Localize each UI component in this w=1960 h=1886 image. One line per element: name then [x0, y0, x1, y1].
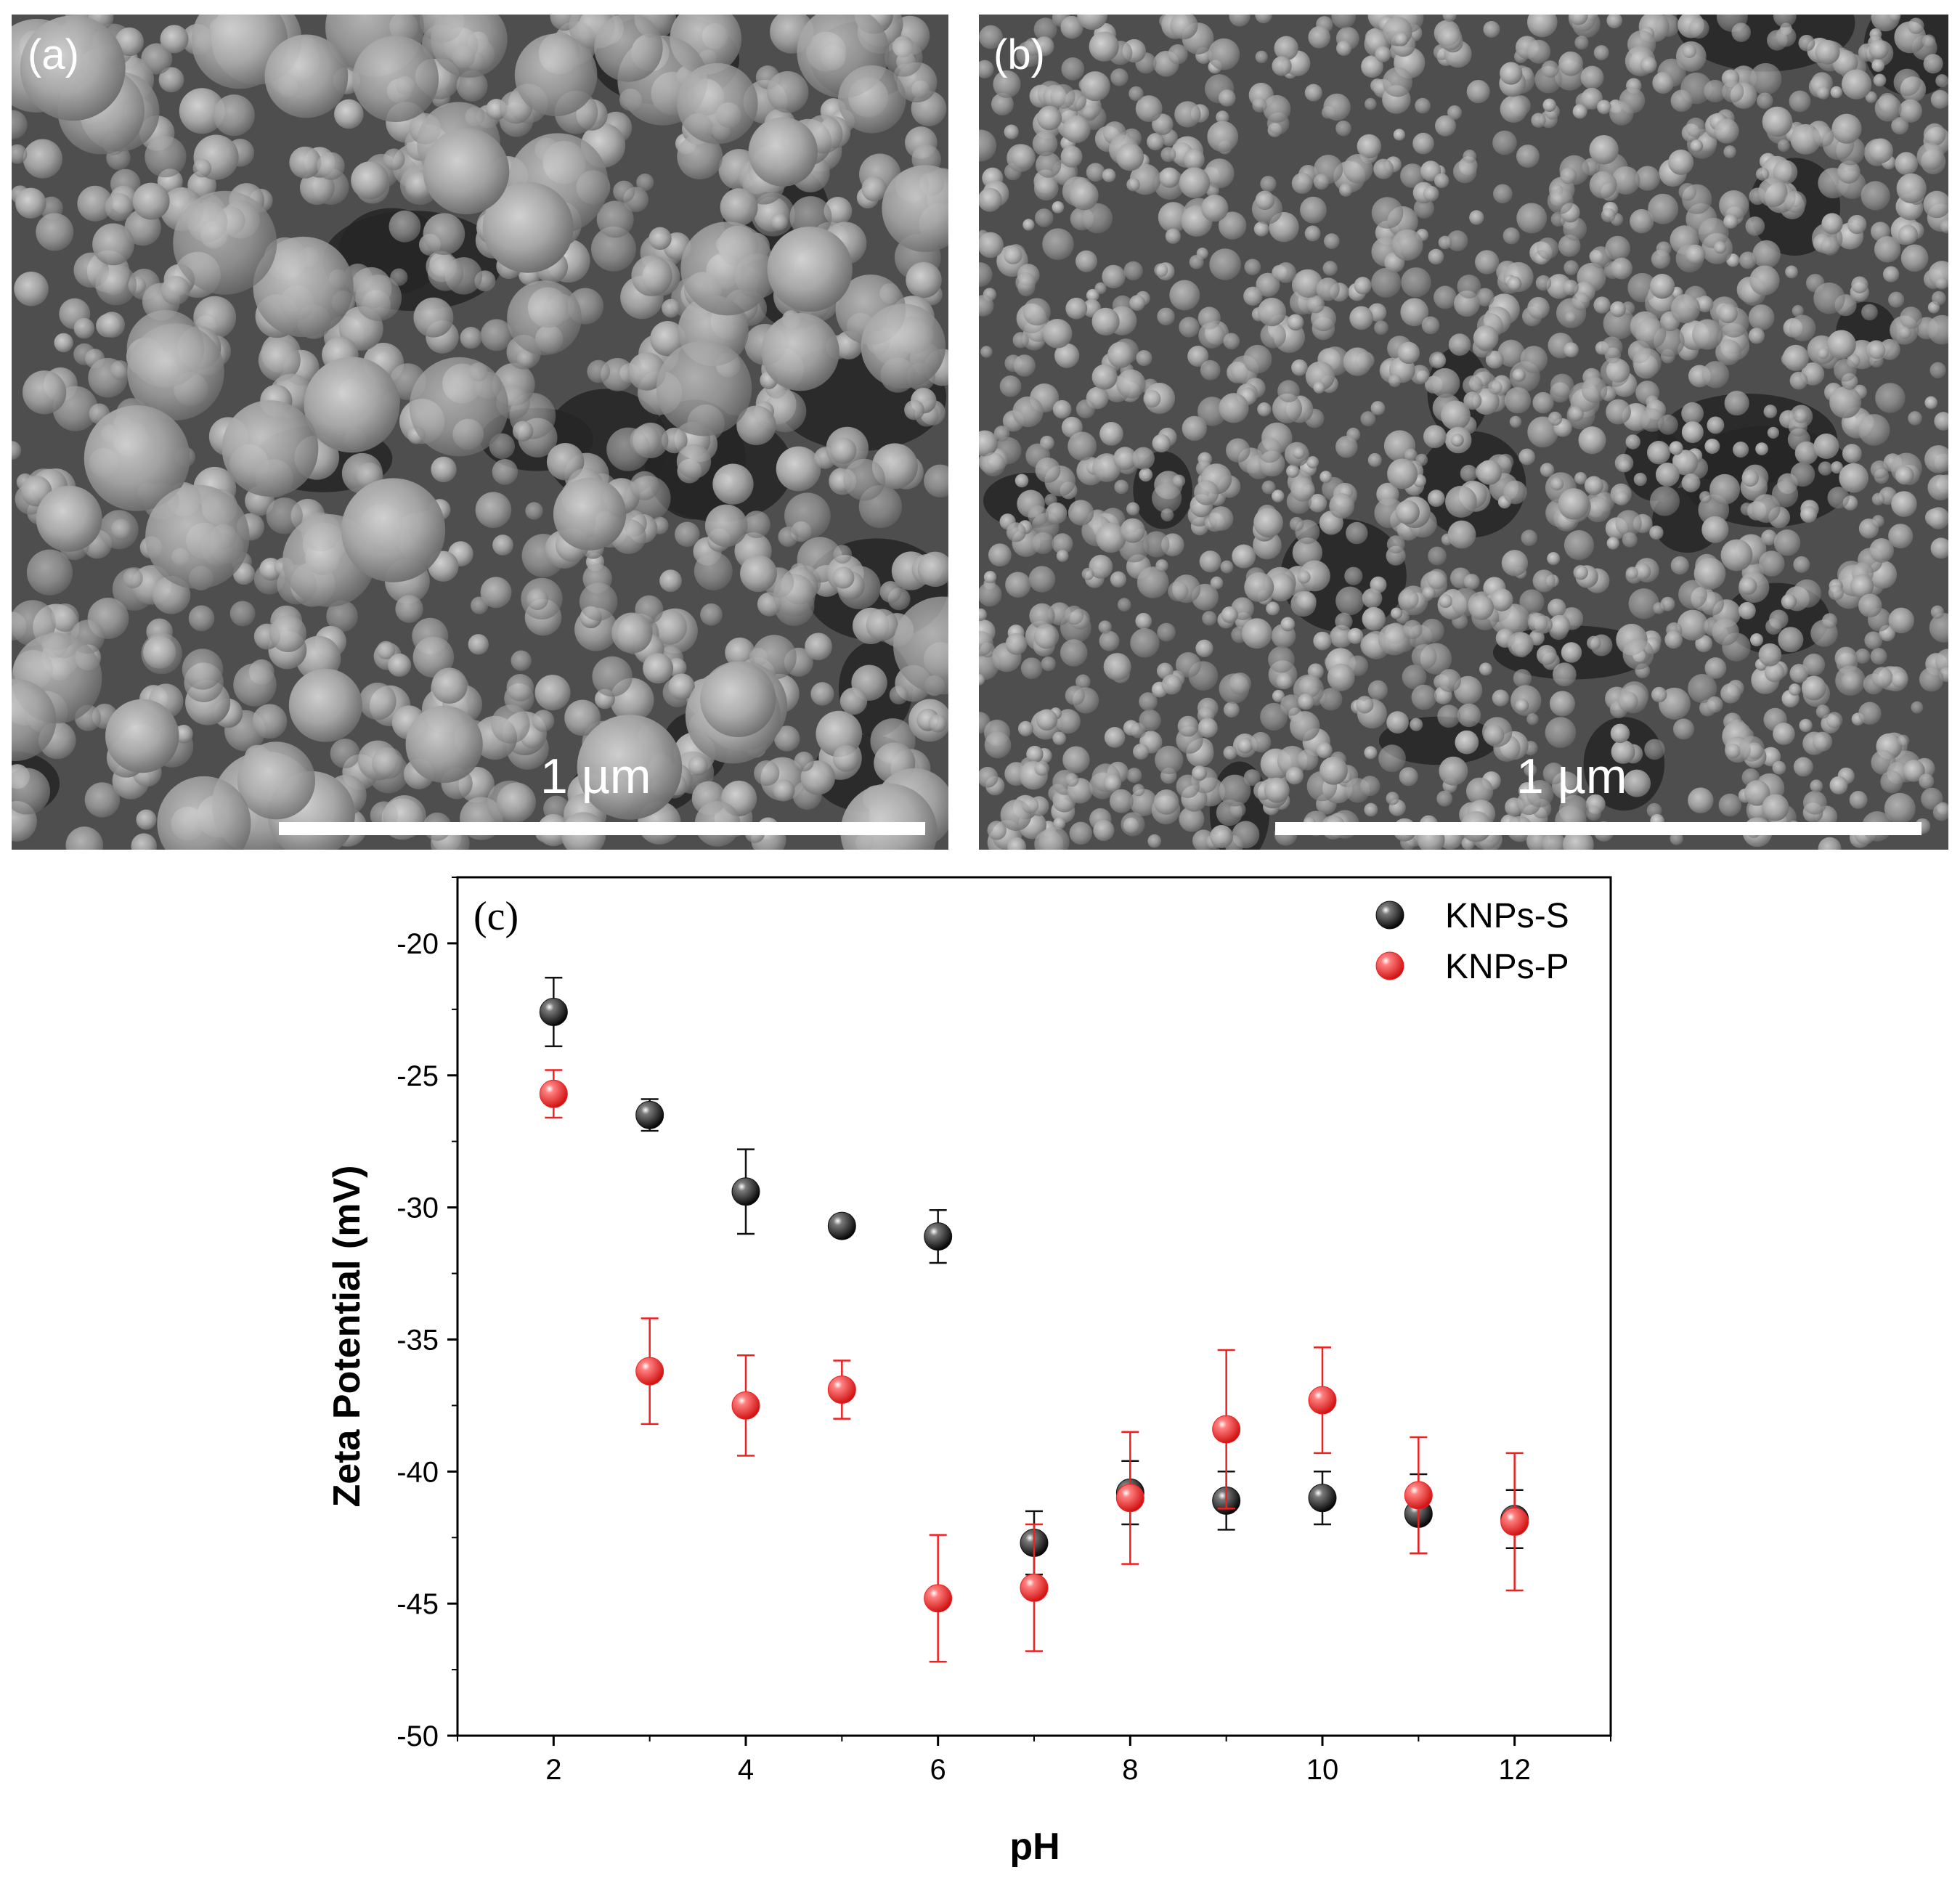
scale-bar-label-a: 1 µm: [540, 749, 651, 804]
x-tick-label: 4: [738, 1754, 754, 1786]
panel-label-b: (b): [993, 31, 1045, 78]
sem-image-a: (a) 1 µm: [12, 15, 948, 850]
y-tick-label: -35: [397, 1324, 439, 1356]
y-tick-label: -30: [397, 1192, 439, 1224]
legend-item: KNPs-P: [1375, 948, 1569, 986]
data-marks: [539, 976, 1529, 1663]
y-tick-label: -50: [397, 1720, 439, 1752]
legend-marker: [1375, 901, 1404, 930]
data-point: [827, 1375, 856, 1405]
scale-bar-label-b: 1 µm: [1516, 749, 1627, 804]
data-point: [924, 1222, 953, 1251]
y-axis-ticks: -50 -45 -40 -35 -30 -25 -20: [397, 877, 458, 1752]
series-KNPs-P: [539, 1069, 1529, 1663]
data-point: [539, 1079, 568, 1108]
x-tick-label: 2: [545, 1754, 561, 1786]
data-point: [924, 1584, 953, 1613]
x-tick-label: 12: [1498, 1754, 1531, 1786]
data-point: [1115, 1484, 1144, 1513]
legend-item: KNPs-S: [1375, 897, 1569, 935]
x-tick-label: 6: [930, 1754, 946, 1786]
legend: KNPs-S KNPs-P: [1375, 897, 1569, 986]
x-tick-label: 10: [1306, 1754, 1339, 1786]
y-tick-label: -40: [397, 1456, 439, 1488]
zeta-potential-chart: -50 -45 -40 -35 -30 -25 -20 2 4 6 8 10 12 (c) pH Ze…: [326, 876, 1612, 1868]
x-tick-label: 8: [1122, 1754, 1138, 1786]
scale-bar-b: [1275, 822, 1922, 835]
data-point: [731, 1391, 760, 1420]
sem-texture-a: [12, 15, 948, 850]
series-KNPs-S: [539, 976, 1529, 1576]
legend-label: KNPs-P: [1445, 948, 1569, 986]
panel-label-a: (a): [28, 31, 79, 78]
x-axis-ticks: 2 4 6 8 10 12: [457, 1736, 1611, 1786]
y-tick-label: -25: [397, 1060, 439, 1092]
sem-texture-b: [979, 15, 1948, 850]
legend-label: KNPs-S: [1445, 897, 1569, 935]
sem-image-b: (b) 1 µm: [979, 15, 1948, 850]
data-point: [731, 1177, 760, 1206]
data-point: [1404, 1481, 1433, 1510]
panel-label-c: (c): [473, 894, 519, 939]
y-tick-label: -20: [397, 928, 439, 960]
data-point: [1500, 1507, 1529, 1536]
data-point: [1212, 1415, 1241, 1444]
x-axis-title: pH: [1009, 1826, 1060, 1868]
data-point: [1308, 1386, 1337, 1415]
data-point: [1308, 1484, 1337, 1513]
data-point: [827, 1211, 856, 1240]
data-point: [635, 1100, 664, 1129]
y-axis-title: Zeta Potential (mV): [326, 1166, 368, 1508]
data-point: [1020, 1573, 1049, 1602]
y-tick-label: -45: [397, 1588, 439, 1620]
data-point: [539, 997, 568, 1026]
data-point: [635, 1357, 664, 1386]
scale-bar-a: [279, 822, 925, 835]
legend-marker: [1375, 951, 1404, 980]
